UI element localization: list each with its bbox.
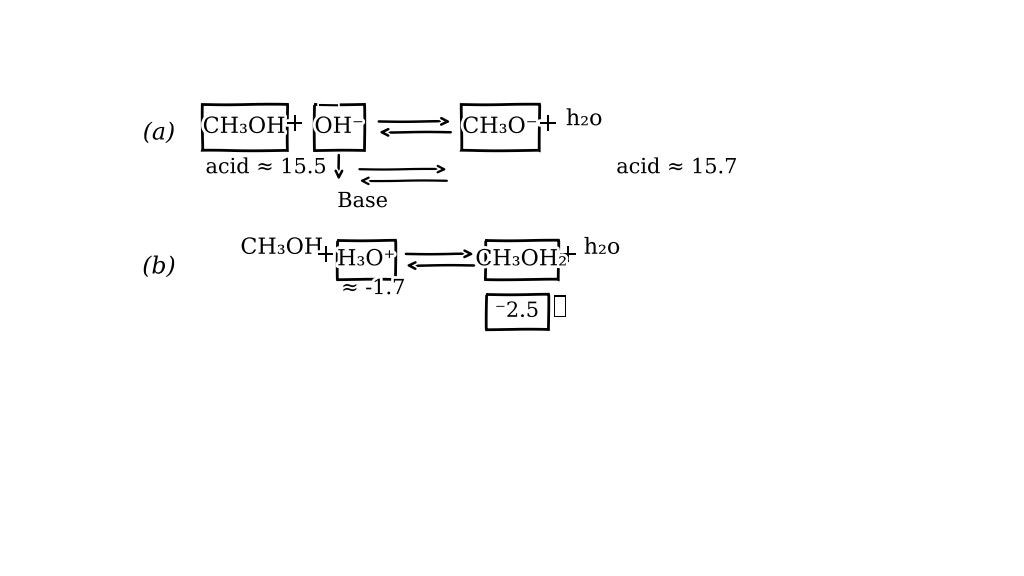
Text: CH₃OH₂: CH₃OH₂ (475, 248, 567, 270)
Text: ✓: ✓ (553, 295, 567, 318)
Text: +: + (558, 244, 579, 267)
Text: Base: Base (337, 192, 388, 211)
Text: acid ≈ 15.5: acid ≈ 15.5 (206, 158, 327, 177)
Text: CH₃O⁻: CH₃O⁻ (462, 116, 538, 138)
Bar (486, 294, 548, 329)
Text: CH₃OH: CH₃OH (203, 116, 286, 138)
Text: CH₃OH: CH₃OH (241, 237, 324, 259)
Text: ≈ -1.7: ≈ -1.7 (341, 279, 406, 298)
Bar (202, 104, 287, 150)
Text: H₃O⁺: H₃O⁺ (337, 248, 395, 270)
Text: acid ≈ 15.7: acid ≈ 15.7 (616, 158, 737, 177)
Text: ⁻2.5: ⁻2.5 (495, 302, 540, 321)
Text: h₂o: h₂o (584, 237, 621, 259)
Bar (314, 104, 365, 150)
Text: +: + (285, 113, 305, 136)
Bar (337, 240, 395, 279)
Bar (484, 240, 558, 279)
Text: (b): (b) (142, 256, 176, 278)
Text: +: + (538, 113, 558, 136)
Text: h₂o: h₂o (566, 108, 602, 130)
Text: +: + (315, 244, 336, 267)
Bar (461, 104, 539, 150)
Text: (a): (a) (142, 122, 175, 145)
Text: OH⁻: OH⁻ (314, 116, 364, 138)
